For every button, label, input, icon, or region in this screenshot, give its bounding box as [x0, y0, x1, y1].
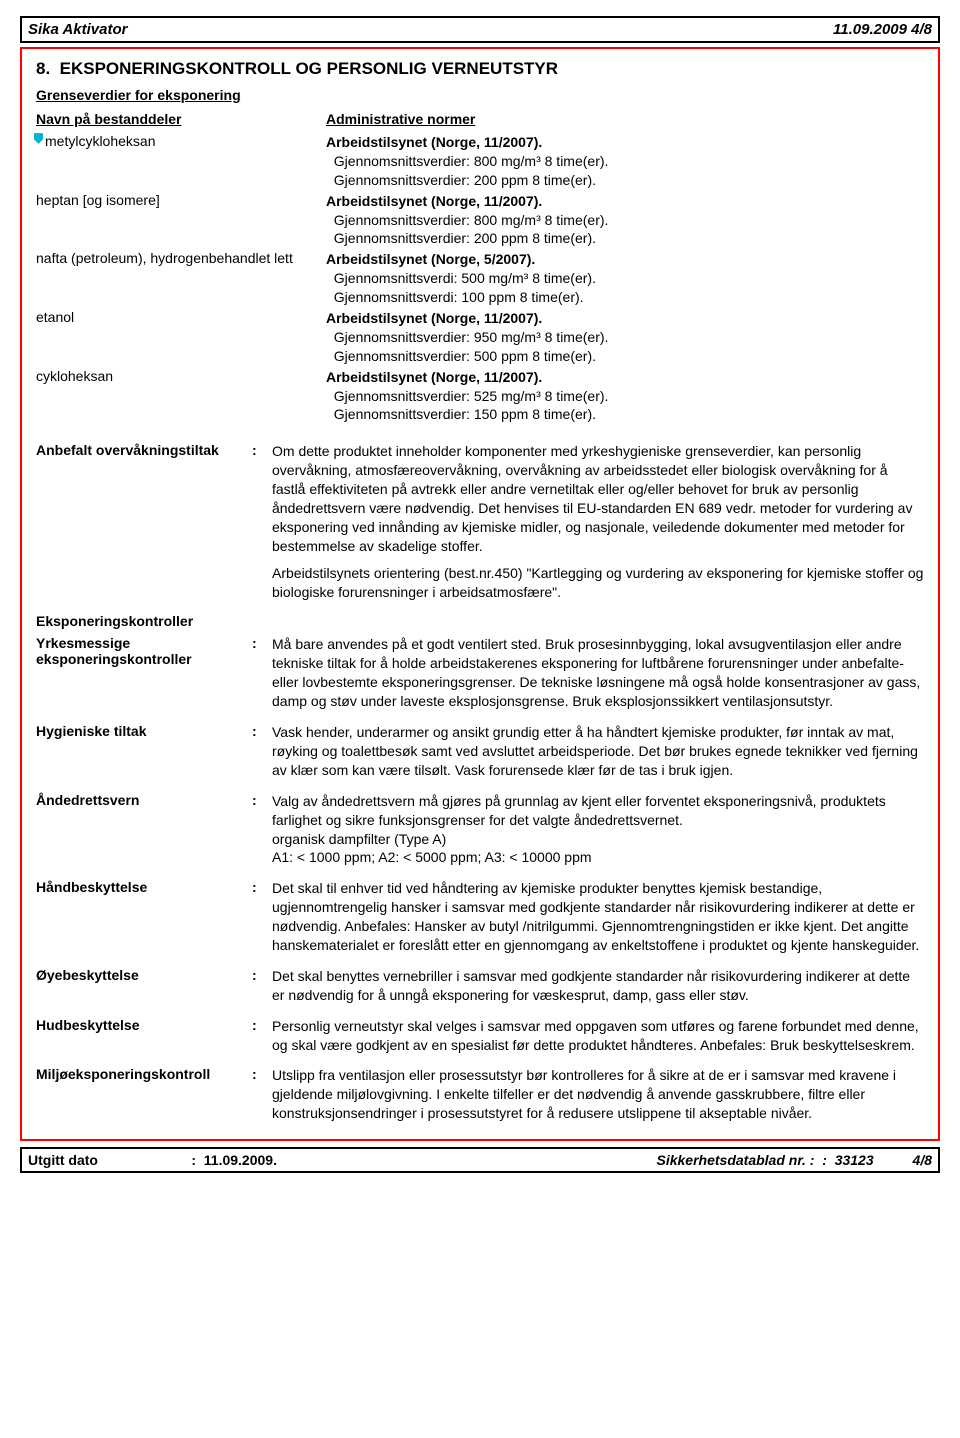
def-value: Personlig verneutstyr skal velges i sams… [272, 1017, 924, 1055]
substance-norm: Arbeidstilsynet (Norge, 11/2007). Gjenno… [326, 190, 924, 249]
def-row-env: Miljøeksponeringskontroll : Utslipp fra … [36, 1066, 924, 1123]
footer-right: Sikkerhetsdatablad nr. : : 33123 4/8 [657, 1152, 933, 1168]
def-value: Vask hender, underarmer og ansikt grundi… [272, 723, 924, 780]
page-header: Sika Aktivator 11.09.2009 4/8 [20, 16, 940, 43]
col-head-norms: Administrative normer [326, 111, 924, 131]
def-row-skin: Hudbeskyttelse : Personlig verneutstyr s… [36, 1017, 924, 1055]
def-row-occupational: Yrkesmessige eksponeringskontroller : Må… [36, 635, 924, 711]
main-content-box: 8. EKSPONERINGSKONTROLL OG PERSONLIG VER… [20, 47, 940, 1141]
def-label: Anbefalt overvåkningstiltak [36, 442, 246, 601]
def-label: Åndedrettsvern [36, 792, 246, 868]
section-title: 8. EKSPONERINGSKONTROLL OG PERSONLIG VER… [36, 59, 924, 79]
substance-norm: Arbeidstilsynet (Norge, 11/2007). Gjenno… [326, 366, 924, 425]
def-label: Hygieniske tiltak [36, 723, 246, 780]
def-value: Det skal til enhver tid ved håndtering a… [272, 879, 924, 955]
def-label: Yrkesmessige eksponeringskontroller [36, 635, 246, 711]
substance-norm: Arbeidstilsynet (Norge, 11/2007). Gjenno… [326, 131, 924, 190]
limits-heading: Grenseverdier for eksponering [36, 87, 924, 103]
page-footer: Utgitt dato : 11.09.2009. Sikkerhetsdata… [20, 1147, 940, 1173]
exposure-table: Navn på bestanddeler Administrative norm… [36, 111, 924, 424]
def-value: Om dette produktet inneholder komponente… [272, 442, 924, 601]
substance-name: etanol [36, 307, 316, 366]
def-row-respiratory: Åndedrettsvern : Valg av åndedrettsvern … [36, 792, 924, 868]
substance-name: nafta (petroleum), hydrogenbehandlet let… [36, 248, 316, 307]
def-label: Hudbeskyttelse [36, 1017, 246, 1055]
controls-heading: Eksponeringskontroller [36, 613, 924, 629]
def-label: Øyebeskyttelse [36, 967, 246, 1005]
def-row-hand: Håndbeskyttelse : Det skal til enhver ti… [36, 879, 924, 955]
def-value: Det skal benyttes vernebriller i samsvar… [272, 967, 924, 1005]
substance-name: metylcykloheksan [36, 131, 316, 190]
revision-mark-icon [34, 133, 43, 144]
def-row-monitoring: Anbefalt overvåkningstiltak : Om dette p… [36, 442, 924, 601]
definitions-block: Anbefalt overvåkningstiltak : Om dette p… [36, 442, 924, 1123]
footer-left: Utgitt dato : 11.09.2009. [28, 1152, 277, 1168]
def-row-hygiene: Hygieniske tiltak : Vask hender, underar… [36, 723, 924, 780]
product-name: Sika Aktivator [28, 21, 128, 38]
substance-norm: Arbeidstilsynet (Norge, 5/2007). Gjennom… [326, 248, 924, 307]
substance-name: heptan [og isomere] [36, 190, 316, 249]
def-value: Valg av åndedrettsvern må gjøres på grun… [272, 792, 924, 868]
def-row-eye: Øyebeskyttelse : Det skal benyttes verne… [36, 967, 924, 1005]
date-page: 11.09.2009 4/8 [833, 21, 932, 38]
def-value: Må bare anvendes på et godt ventilert st… [272, 635, 924, 711]
substance-name: cykloheksan [36, 366, 316, 425]
def-value: Utslipp fra ventilasjon eller prosessuts… [272, 1066, 924, 1123]
col-head-substance: Navn på bestanddeler [36, 111, 316, 131]
def-label: Miljøeksponeringskontroll [36, 1066, 246, 1123]
def-label: Håndbeskyttelse [36, 879, 246, 955]
substance-norm: Arbeidstilsynet (Norge, 11/2007). Gjenno… [326, 307, 924, 366]
